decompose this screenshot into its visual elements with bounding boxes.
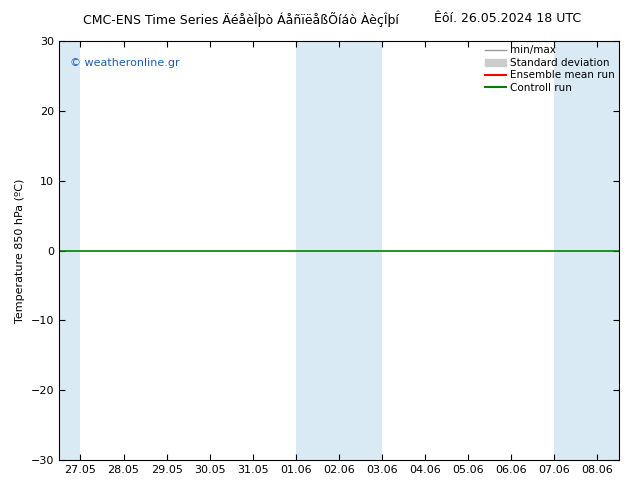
Text: © weatheronline.gr: © weatheronline.gr — [70, 58, 180, 68]
Legend: min/max, Standard deviation, Ensemble mean run, Controll run: min/max, Standard deviation, Ensemble me… — [483, 43, 617, 95]
Text: CMC-ENS Time Series ÄéåèÎþò ÁåñïëåßÕíáò ÀèçÎþí: CMC-ENS Time Series ÄéåèÎþò ÁåñïëåßÕíáò … — [83, 12, 399, 27]
Bar — [59, 41, 81, 460]
Bar — [597, 41, 619, 460]
Bar — [339, 41, 382, 460]
Bar — [296, 41, 339, 460]
Bar — [554, 41, 597, 460]
Y-axis label: Temperature 850 hPa (ºC): Temperature 850 hPa (ºC) — [15, 178, 25, 323]
Text: Êôí. 26.05.2024 18 UTC: Êôí. 26.05.2024 18 UTC — [434, 12, 581, 25]
